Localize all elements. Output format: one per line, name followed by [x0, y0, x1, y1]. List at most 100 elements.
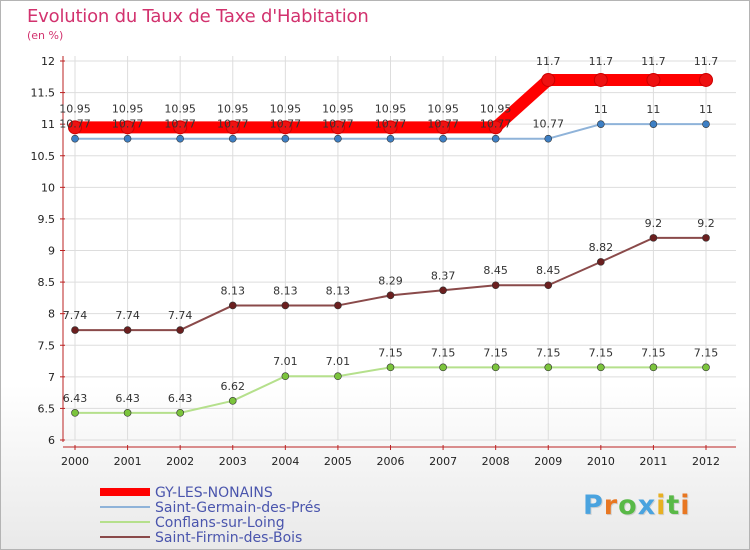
- data-point: [123, 326, 132, 334]
- x-tick-label: 2000: [61, 455, 89, 468]
- data-point: [597, 258, 605, 266]
- data-point: [176, 326, 184, 334]
- data-point: [383, 120, 398, 135]
- data-label: 10.95: [322, 102, 354, 115]
- data-point: [330, 120, 345, 135]
- data-label: 7.74: [168, 309, 193, 322]
- data-point: [436, 120, 451, 135]
- data-label: 10.77: [322, 118, 354, 131]
- data-point: [491, 134, 500, 143]
- y-tick-label: 9: [48, 245, 55, 258]
- data-point: [71, 134, 79, 143]
- data-label: 10.77: [164, 118, 196, 131]
- x-tick-label: 2002: [166, 455, 194, 468]
- data-point: [702, 120, 710, 128]
- x-tick-label: 2006: [377, 455, 405, 468]
- data-point: [597, 363, 605, 372]
- data-point: [649, 234, 658, 242]
- legend-label: Saint-Firmin-des-Bois: [155, 530, 302, 546]
- data-label: 7.74: [63, 309, 88, 322]
- logo-letter: t: [666, 490, 681, 521]
- data-label: 8.37: [431, 269, 456, 282]
- data-point: [439, 363, 447, 372]
- data-label: 7.15: [378, 346, 403, 359]
- data-point: [491, 281, 500, 290]
- data-label: 10.95: [164, 102, 196, 115]
- data-point: [334, 134, 342, 143]
- logo-letter: i: [680, 490, 691, 521]
- x-tick-label: 2012: [692, 455, 720, 468]
- data-point: [646, 72, 661, 87]
- data-point: [225, 120, 240, 135]
- y-tick-label: 11.5: [31, 87, 56, 100]
- data-point: [544, 363, 553, 372]
- data-point: [281, 301, 290, 310]
- data-point: [544, 134, 553, 143]
- data-point: [649, 363, 658, 372]
- logo-letter: o: [618, 490, 638, 521]
- data-point: [597, 120, 605, 128]
- data-label: 10.77: [533, 118, 565, 131]
- logo-letter: P: [583, 490, 604, 521]
- data-label: 11: [646, 103, 660, 116]
- data-point: [702, 234, 710, 242]
- data-label: 10.95: [427, 102, 459, 115]
- data-label: 6.62: [221, 380, 246, 393]
- data-label: 11.7: [694, 55, 719, 68]
- data-point: [120, 120, 135, 135]
- data-point: [228, 134, 237, 143]
- data-label: 10.77: [59, 118, 91, 131]
- data-point: [71, 326, 79, 334]
- y-tick-label: 10: [41, 181, 55, 194]
- y-tick-label: 6.5: [38, 402, 56, 415]
- y-tick-label: 7: [48, 371, 55, 384]
- data-point: [68, 120, 82, 135]
- legend-label: Conflans-sur-Loing: [155, 515, 285, 531]
- data-label: 10.95: [270, 102, 302, 115]
- data-point: [439, 286, 447, 295]
- legend-label: Saint-Germain-des-Prés: [155, 500, 321, 516]
- data-label: 10.77: [480, 118, 512, 131]
- data-label: 10.77: [270, 118, 302, 131]
- chart-unit-label: (en %): [27, 29, 64, 42]
- y-tick-label: 11: [41, 118, 55, 131]
- data-point: [541, 72, 556, 87]
- data-label: 10.77: [112, 118, 144, 131]
- data-point: [123, 134, 132, 143]
- data-label: 7.15: [431, 346, 456, 359]
- series-lines: [68, 72, 713, 417]
- data-point: [439, 134, 447, 143]
- data-label: 11.7: [589, 55, 614, 68]
- data-point: [699, 72, 713, 87]
- data-label: 6.43: [168, 392, 193, 405]
- data-label: 9.2: [645, 217, 663, 230]
- x-tick-label: 2003: [219, 455, 247, 468]
- y-tick-label: 8.5: [38, 276, 56, 289]
- data-point: [123, 409, 132, 417]
- data-point: [491, 363, 500, 372]
- x-tick-label: 2001: [114, 455, 142, 468]
- data-label: 7.15: [694, 346, 719, 359]
- data-label: 6.43: [63, 392, 88, 405]
- data-label: 8.82: [589, 241, 614, 254]
- data-point: [544, 281, 553, 290]
- data-point: [228, 301, 237, 310]
- data-label: 10.95: [480, 102, 512, 115]
- data-label: 8.45: [483, 264, 508, 277]
- x-tick-label: 2004: [271, 455, 299, 468]
- y-tick-label: 6: [48, 434, 55, 447]
- logo-letter: x: [637, 490, 657, 521]
- data-point: [334, 372, 342, 381]
- data-point: [386, 291, 395, 300]
- data-point: [649, 120, 658, 128]
- data-labels: 10.95 10.95 10.95 10.95 10.95 10.95 10.95 10.95…: [59, 55, 718, 405]
- data-point: [386, 134, 395, 143]
- axes: 6 6.5 7 7.5 8 8.5 9 9.5 10 10.5 11 11.5 12 2000 2001 20…: [31, 55, 736, 468]
- data-point: [176, 409, 184, 417]
- data-label: 7.15: [536, 346, 561, 359]
- data-label: 11.7: [536, 55, 561, 68]
- chart-title: Evolution du Taux de Taxe d'Habitation: [27, 6, 369, 27]
- data-point: [702, 363, 710, 372]
